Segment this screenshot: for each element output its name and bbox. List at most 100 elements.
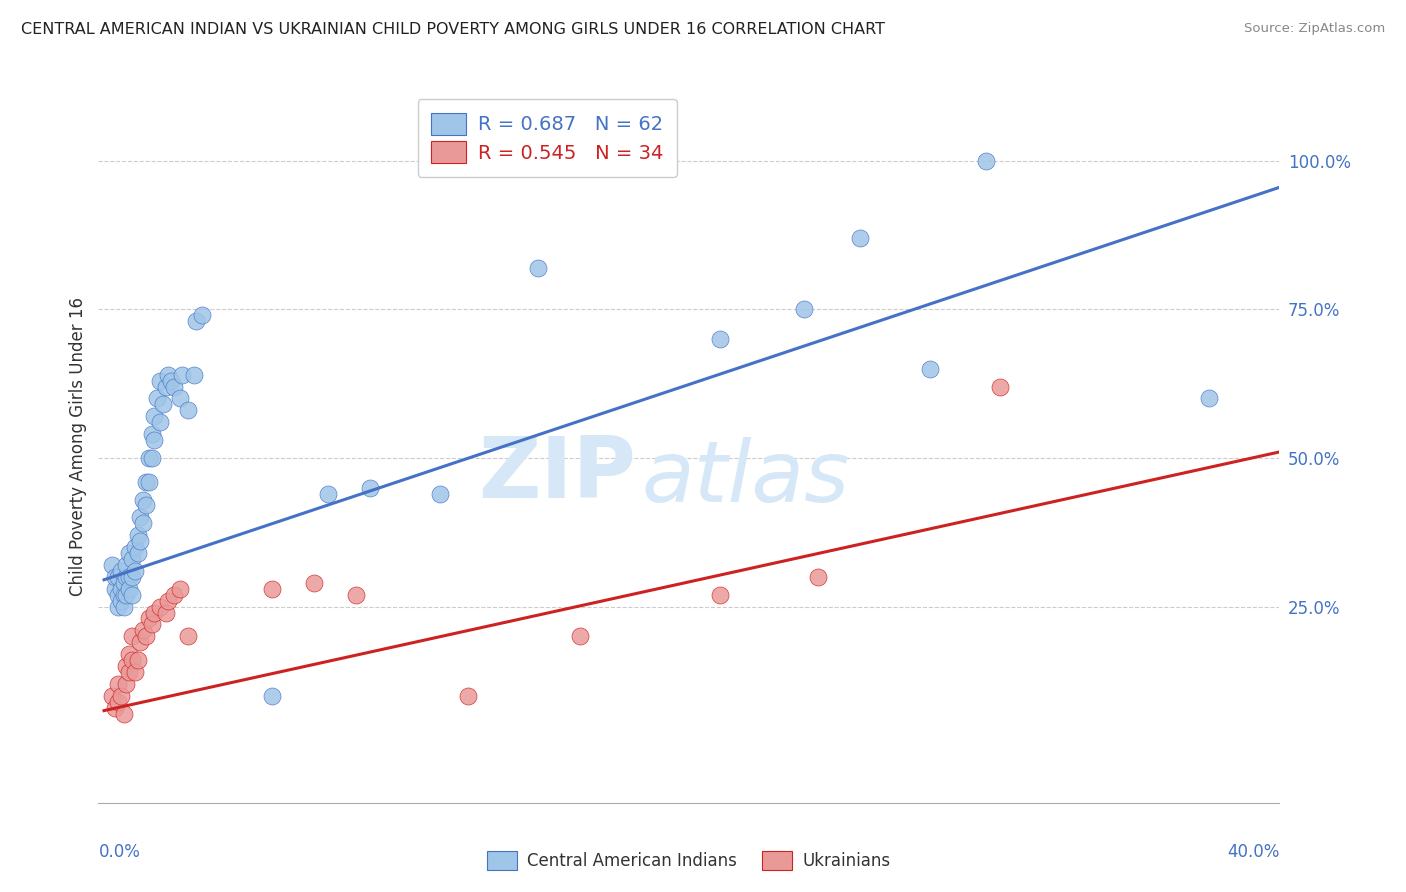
Point	[129, 635, 152, 649]
Point	[918, 361, 941, 376]
Point	[457, 689, 479, 703]
Point	[988, 379, 1011, 393]
Point	[115, 588, 138, 602]
Text: ZIP: ZIP	[478, 433, 636, 516]
Point	[110, 564, 132, 578]
Point	[115, 659, 138, 673]
Point	[115, 677, 138, 691]
Point	[344, 588, 367, 602]
Point	[146, 392, 169, 406]
Point	[121, 653, 143, 667]
Point	[155, 379, 177, 393]
Point	[155, 606, 177, 620]
Point	[107, 677, 129, 691]
Point	[709, 588, 731, 602]
Point	[172, 368, 194, 382]
Point	[112, 588, 135, 602]
Point	[169, 582, 191, 596]
Point	[429, 486, 451, 500]
Point	[163, 588, 186, 602]
Point	[132, 516, 155, 531]
Point	[110, 593, 132, 607]
Point	[149, 415, 172, 429]
Point	[129, 510, 152, 524]
Point	[260, 689, 283, 703]
Y-axis label: Child Poverty Among Girls Under 16: Child Poverty Among Girls Under 16	[69, 296, 87, 596]
Point	[152, 397, 174, 411]
Legend: Central American Indians, Ukrainians: Central American Indians, Ukrainians	[478, 841, 900, 880]
Point	[157, 593, 180, 607]
Point	[115, 570, 138, 584]
Point	[135, 499, 157, 513]
Point	[135, 629, 157, 643]
Text: atlas: atlas	[641, 436, 849, 520]
Point	[112, 575, 135, 590]
Point	[141, 427, 163, 442]
Point	[316, 486, 339, 500]
Point	[160, 374, 183, 388]
Point	[107, 588, 129, 602]
Point	[104, 700, 127, 714]
Point	[138, 450, 160, 465]
Text: 40.0%: 40.0%	[1227, 843, 1279, 861]
Point	[132, 492, 155, 507]
Point	[709, 332, 731, 346]
Text: Source: ZipAtlas.com: Source: ZipAtlas.com	[1244, 22, 1385, 36]
Point	[107, 695, 129, 709]
Point	[141, 617, 163, 632]
Point	[118, 570, 141, 584]
Point	[127, 528, 149, 542]
Point	[568, 629, 591, 643]
Point	[141, 450, 163, 465]
Point	[124, 564, 146, 578]
Point	[127, 653, 149, 667]
Point	[121, 570, 143, 584]
Point	[127, 546, 149, 560]
Point	[177, 403, 200, 417]
Point	[110, 689, 132, 703]
Point	[1198, 392, 1220, 406]
Point	[110, 582, 132, 596]
Point	[104, 570, 127, 584]
Point	[974, 153, 997, 168]
Point	[793, 302, 815, 317]
Point	[107, 599, 129, 614]
Point	[169, 392, 191, 406]
Point	[183, 368, 205, 382]
Point	[107, 570, 129, 584]
Point	[118, 546, 141, 560]
Point	[807, 570, 830, 584]
Point	[101, 558, 124, 572]
Point	[118, 582, 141, 596]
Point	[149, 374, 172, 388]
Point	[163, 379, 186, 393]
Point	[135, 475, 157, 489]
Point	[124, 540, 146, 554]
Point	[191, 308, 214, 322]
Point	[177, 629, 200, 643]
Text: CENTRAL AMERICAN INDIAN VS UKRAINIAN CHILD POVERTY AMONG GIRLS UNDER 16 CORRELAT: CENTRAL AMERICAN INDIAN VS UKRAINIAN CHI…	[21, 22, 886, 37]
Point	[138, 611, 160, 625]
Point	[359, 481, 381, 495]
Point	[129, 534, 152, 549]
Point	[115, 558, 138, 572]
Point	[101, 689, 124, 703]
Point	[143, 606, 166, 620]
Point	[112, 706, 135, 721]
Point	[143, 433, 166, 447]
Point	[157, 368, 180, 382]
Point	[143, 409, 166, 424]
Point	[186, 314, 208, 328]
Point	[112, 599, 135, 614]
Point	[118, 647, 141, 661]
Point	[121, 552, 143, 566]
Point	[260, 582, 283, 596]
Point	[302, 575, 325, 590]
Point	[124, 665, 146, 679]
Point	[149, 599, 172, 614]
Point	[118, 665, 141, 679]
Point	[848, 231, 870, 245]
Point	[138, 475, 160, 489]
Point	[121, 629, 143, 643]
Point	[104, 582, 127, 596]
